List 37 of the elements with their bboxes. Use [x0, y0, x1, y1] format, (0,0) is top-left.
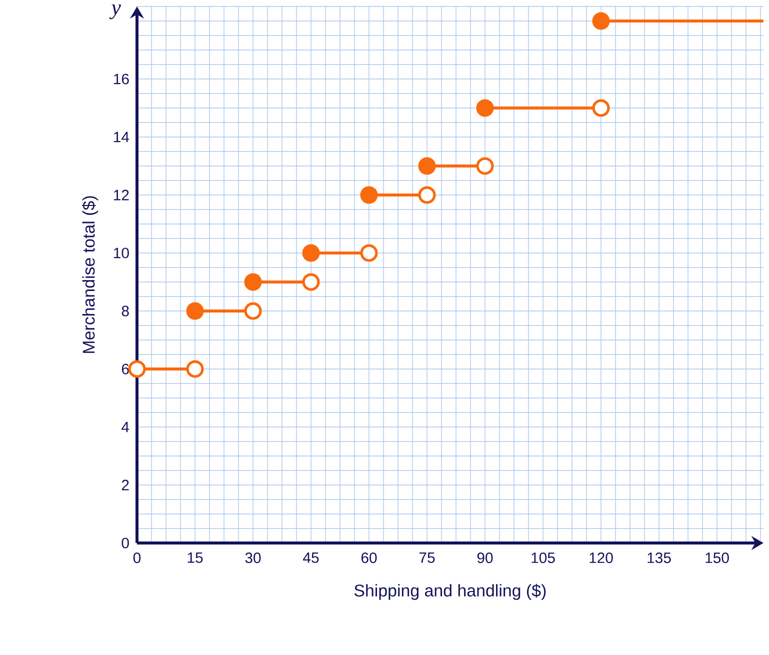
y-tick-label: 16	[114, 74, 129, 84]
y-tick-label: 12	[114, 190, 129, 200]
y-tick-label: 10	[114, 248, 129, 258]
x-tick-label: 45	[303, 552, 319, 563]
point	[476, 157, 494, 175]
x-tick-label: 150	[706, 552, 729, 564]
y-axis-title: Merchandise total ($)	[82, 196, 98, 353]
x-tick-label: 30	[245, 552, 261, 564]
point	[592, 99, 610, 117]
x-tick-label: 0	[133, 552, 141, 564]
point	[186, 360, 204, 378]
point	[302, 273, 320, 291]
y-tick-label: 14	[114, 132, 130, 142]
x-tick-label: 120	[590, 552, 613, 564]
point	[244, 273, 262, 291]
x-tick-label: 75	[419, 552, 435, 563]
point	[128, 360, 146, 378]
point	[592, 12, 610, 30]
point	[476, 99, 494, 117]
y-tick-label: 4	[122, 422, 130, 432]
x-tick-label: 135	[648, 552, 671, 564]
point	[360, 186, 378, 204]
point	[418, 157, 436, 175]
text: y	[109, 4, 121, 20]
y-tick-label: 0	[122, 538, 129, 548]
point	[360, 244, 378, 262]
point	[302, 244, 320, 262]
point	[418, 186, 436, 204]
y-tick-label: 2	[122, 480, 129, 490]
x-tick-label: 60	[361, 552, 377, 564]
x-tick-label: 90	[477, 552, 493, 564]
x-axis-title: Shipping and handling ($)	[354, 584, 546, 600]
x-tick-label: 105	[532, 552, 555, 564]
x-tick-label: 15	[188, 552, 203, 563]
point	[244, 302, 262, 320]
point	[186, 302, 204, 320]
y-tick-label: 8	[122, 306, 129, 316]
